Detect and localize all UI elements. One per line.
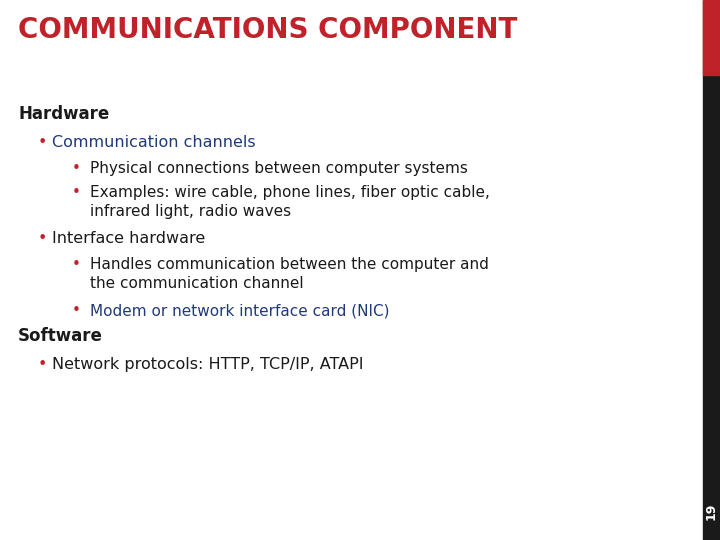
Text: •: •	[38, 357, 48, 372]
Text: Physical connections between computer systems: Physical connections between computer sy…	[90, 161, 468, 176]
Text: Network protocols: HTTP, TCP/IP, ATAPI: Network protocols: HTTP, TCP/IP, ATAPI	[52, 357, 364, 372]
Text: Handles communication between the computer and
the communication channel: Handles communication between the comput…	[90, 257, 489, 291]
Text: •: •	[38, 231, 48, 246]
Text: •: •	[72, 257, 81, 272]
Text: •: •	[72, 161, 81, 176]
Text: Software: Software	[18, 327, 103, 345]
Bar	[703, 0, 720, 540]
Text: •: •	[72, 185, 81, 200]
Text: Examples: wire cable, phone lines, fiber optic cable,
infrared light, radio wave: Examples: wire cable, phone lines, fiber…	[90, 185, 490, 219]
Text: •: •	[38, 135, 48, 150]
Text: •: •	[72, 303, 81, 318]
Text: Communication channels: Communication channels	[52, 135, 256, 150]
Text: Interface hardware: Interface hardware	[52, 231, 205, 246]
Bar	[703, 0, 720, 75]
Text: Modem or network interface card (NIC): Modem or network interface card (NIC)	[90, 303, 390, 318]
Text: 19: 19	[704, 503, 718, 520]
Text: COMMUNICATIONS COMPONENT: COMMUNICATIONS COMPONENT	[18, 16, 518, 44]
Text: Hardware: Hardware	[18, 105, 109, 123]
